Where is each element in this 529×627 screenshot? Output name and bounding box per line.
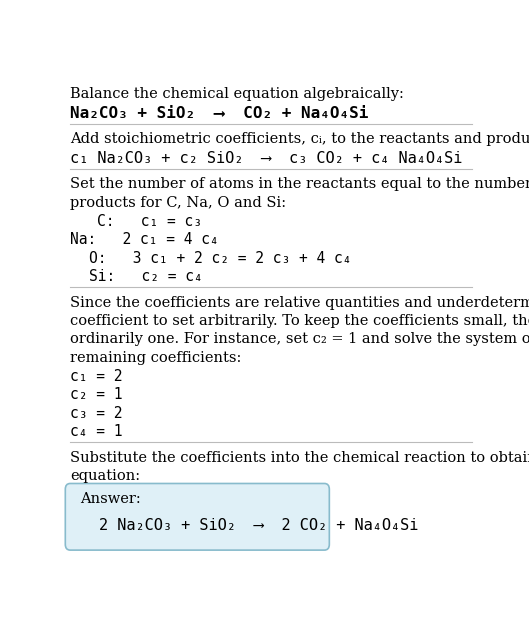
Text: Balance the chemical equation algebraically:: Balance the chemical equation algebraica…	[70, 87, 404, 102]
Text: C:   c₁ = c₃: C: c₁ = c₃	[97, 214, 202, 229]
Text: Set the number of atoms in the reactants equal to the number of atoms in the: Set the number of atoms in the reactants…	[70, 177, 529, 191]
Text: Na₂CO₃ + SiO₂  ⟶  CO₂ + Na₄O₄Si: Na₂CO₃ + SiO₂ ⟶ CO₂ + Na₄O₄Si	[70, 106, 369, 120]
Text: remaining coefficients:: remaining coefficients:	[70, 350, 242, 365]
Text: c₁ = 2: c₁ = 2	[70, 369, 123, 384]
Text: ordinarily one. For instance, set c₂ = 1 and solve the system of equations for t: ordinarily one. For instance, set c₂ = 1…	[70, 332, 529, 346]
Text: Substitute the coefficients into the chemical reaction to obtain the balanced: Substitute the coefficients into the che…	[70, 451, 529, 465]
Text: coefficient to set arbitrarily. To keep the coefficients small, the arbitrary va: coefficient to set arbitrarily. To keep …	[70, 314, 529, 328]
Text: Answer:: Answer:	[80, 492, 141, 506]
Text: products for C, Na, O and Si:: products for C, Na, O and Si:	[70, 196, 286, 209]
Text: Si:   c₂ = c₄: Si: c₂ = c₄	[89, 269, 203, 284]
Text: c₁ Na₂CO₃ + c₂ SiO₂  ⟶  c₃ CO₂ + c₄ Na₄O₄Si: c₁ Na₂CO₃ + c₂ SiO₂ ⟶ c₃ CO₂ + c₄ Na₄O₄S…	[70, 150, 462, 166]
Text: c₃ = 2: c₃ = 2	[70, 406, 123, 421]
Text: c₄ = 1: c₄ = 1	[70, 424, 123, 439]
Text: Add stoichiometric coefficients, cᵢ, to the reactants and products:: Add stoichiometric coefficients, cᵢ, to …	[70, 132, 529, 146]
Text: 2 Na₂CO₃ + SiO₂  ⟶  2 CO₂ + Na₄O₄Si: 2 Na₂CO₃ + SiO₂ ⟶ 2 CO₂ + Na₄O₄Si	[99, 518, 418, 533]
FancyBboxPatch shape	[65, 483, 330, 550]
Text: Since the coefficients are relative quantities and underdetermined, choose a: Since the coefficients are relative quan…	[70, 296, 529, 310]
Text: equation:: equation:	[70, 469, 140, 483]
Text: Na:   2 c₁ = 4 c₄: Na: 2 c₁ = 4 c₄	[70, 233, 219, 247]
Text: c₂ = 1: c₂ = 1	[70, 387, 123, 403]
Text: O:   3 c₁ + 2 c₂ = 2 c₃ + 4 c₄: O: 3 c₁ + 2 c₂ = 2 c₃ + 4 c₄	[89, 251, 351, 266]
